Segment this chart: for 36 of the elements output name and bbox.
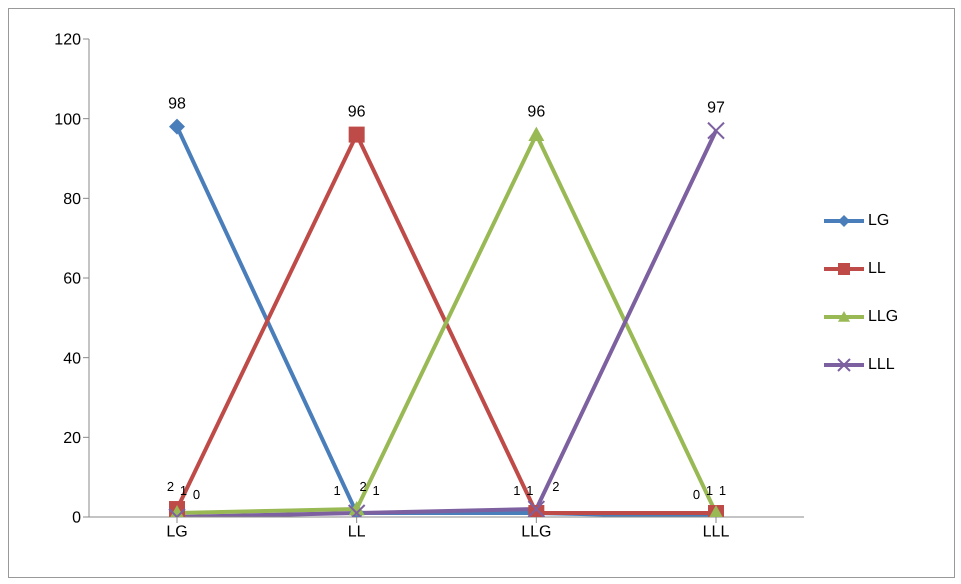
data-label: 1 [526, 483, 534, 498]
point [348, 126, 365, 143]
data-label: 2 [360, 479, 367, 494]
legend-label: LL [868, 260, 886, 278]
x-tick-label: LG [166, 523, 188, 540]
legend-label: LG [868, 212, 890, 230]
data-label: 2 [166, 479, 174, 494]
data-label: 98 [168, 96, 186, 113]
data-label: 1 [372, 483, 380, 498]
point [169, 118, 185, 135]
data-label: 97 [707, 100, 725, 117]
x-tick-label: LLG [521, 523, 552, 540]
data-label: 0 [192, 487, 200, 502]
data-label: 1 [334, 483, 341, 498]
x-tick-label: LLL [702, 523, 730, 540]
y-tick-label: 100 [54, 111, 82, 128]
x-tick-label: LL [348, 523, 366, 540]
y-tick-label: 40 [63, 350, 82, 368]
data-label: 1 [180, 483, 188, 498]
data-label: 0 [692, 487, 700, 502]
data-label: 1 [718, 483, 726, 498]
point [707, 122, 725, 140]
data-label: 2 [552, 479, 560, 494]
data-label: 1 [513, 483, 520, 498]
point [527, 500, 546, 517]
data-label: 1 [706, 483, 714, 498]
point [528, 126, 544, 141]
legend-label: LLG [868, 308, 898, 326]
y-tick-label: 80 [63, 191, 82, 208]
data-label: 96 [527, 104, 546, 121]
y-tick-label: 120 [54, 32, 82, 49]
data-label: 96 [348, 104, 366, 121]
y-tick-label: 20 [63, 430, 82, 448]
y-tick-label: 60 [63, 270, 82, 288]
y-tick-label: 0 [72, 510, 82, 527]
legend-label: LLL [868, 356, 895, 374]
